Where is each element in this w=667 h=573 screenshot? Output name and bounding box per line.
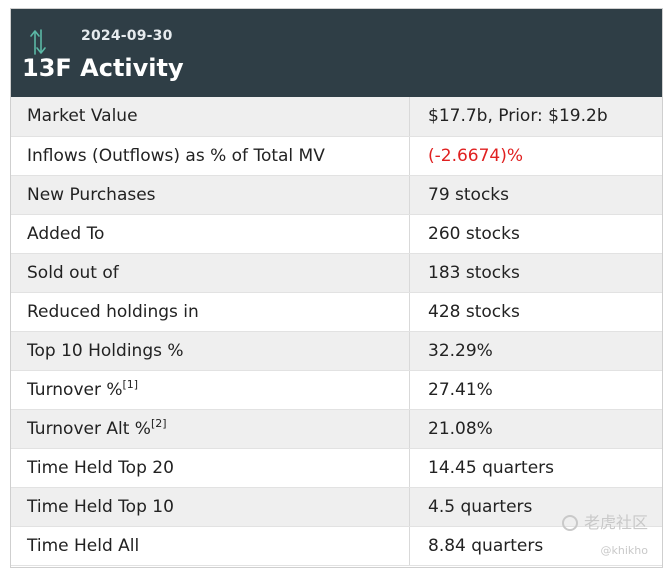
report-date: 2024-09-30 — [81, 28, 173, 44]
row-value: 32.29% — [409, 331, 662, 371]
row-label: Turnover Alt %[2] — [11, 409, 410, 449]
table-row: Turnover Alt %[2] 21.08% — [11, 409, 662, 449]
row-label-text: Sold out of — [27, 262, 119, 283]
watermark-brand: 老虎社区 — [561, 509, 648, 533]
table-row: Market Value $17.7b, Prior: $19.2b — [11, 97, 662, 137]
row-value: 79 stocks — [409, 175, 662, 215]
row-label: Added To — [11, 214, 410, 254]
row-label-text: Time Held Top 20 — [27, 457, 174, 478]
row-value: 183 stocks — [409, 253, 662, 293]
row-label: Top 10 Holdings % — [11, 331, 410, 371]
row-value: 27.41% — [409, 370, 662, 410]
row-value: 4.5 quarters — [409, 487, 662, 527]
watermark-brand-text: 老虎社区 — [583, 513, 648, 532]
tiger-logo-icon — [561, 515, 578, 531]
row-label: Turnover %[1] — [11, 370, 410, 410]
table-row: Turnover %[1] 27.41% — [11, 370, 662, 410]
card-title: 13F Activity — [22, 54, 184, 82]
row-label-text: Turnover % — [27, 379, 123, 400]
table-row: Sold out of 183 stocks — [11, 253, 662, 293]
row-label: New Purchases — [11, 175, 410, 215]
row-label: Reduced holdings in — [11, 292, 410, 332]
row-label: Time Held Top 20 — [11, 448, 410, 488]
table-row: New Purchases 79 stocks — [11, 175, 662, 215]
row-value: 21.08% — [409, 409, 662, 449]
watermark-handle: @khikho — [600, 544, 648, 557]
footnote-ref[interactable]: [2] — [150, 416, 167, 430]
row-label-text: Inflows (Outflows) as % of Total MV — [27, 145, 325, 166]
table-row: Inflows (Outflows) as % of Total MV (-2.6… — [11, 136, 662, 176]
row-label-text: Time Held All — [27, 535, 140, 556]
row-label-text: Time Held Top 10 — [27, 496, 174, 517]
row-label-text: Reduced holdings in — [27, 301, 199, 322]
row-value: $17.7b, Prior: $19.2b — [409, 97, 662, 137]
row-label-text: Added To — [27, 223, 105, 244]
row-value: 428 stocks — [409, 292, 662, 332]
activity-table: Market Value $17.7b, Prior: $19.2b Inflows… — [11, 97, 662, 566]
row-label-text: Turnover Alt % — [27, 418, 151, 439]
table-row: Added To 260 stocks — [11, 214, 662, 254]
table-row: Reduced holdings in 428 stocks — [11, 292, 662, 332]
row-value: 8.84 quarters — [409, 526, 662, 566]
row-label-text: New Purchases — [27, 184, 156, 205]
row-label-text: Market Value — [27, 106, 138, 127]
table-row: Time Held All 8.84 quarters — [11, 526, 662, 566]
row-label: Market Value — [11, 97, 410, 137]
row-label: Time Held All — [11, 526, 410, 566]
footnote-ref[interactable]: [1] — [122, 377, 139, 391]
row-label: Inflows (Outflows) as % of Total MV — [11, 136, 410, 176]
table-row: Top 10 Holdings % 32.29% — [11, 331, 662, 371]
row-value: 260 stocks — [409, 214, 662, 254]
up-down-arrows-icon — [30, 29, 46, 55]
row-label: Time Held Top 10 — [11, 487, 410, 527]
activity-card: 2024-09-30 13F Activity Market Value $17.… — [10, 8, 663, 568]
row-value: 14.45 quarters — [409, 448, 662, 488]
table-row: Time Held Top 10 4.5 quarters — [11, 487, 662, 527]
row-label: Sold out of — [11, 253, 410, 293]
table-row: Time Held Top 20 14.45 quarters — [11, 448, 662, 488]
card-header: 2024-09-30 13F Activity — [11, 9, 662, 97]
row-label-text: Top 10 Holdings % — [27, 340, 184, 361]
row-value: (-2.6674)% — [409, 136, 662, 176]
